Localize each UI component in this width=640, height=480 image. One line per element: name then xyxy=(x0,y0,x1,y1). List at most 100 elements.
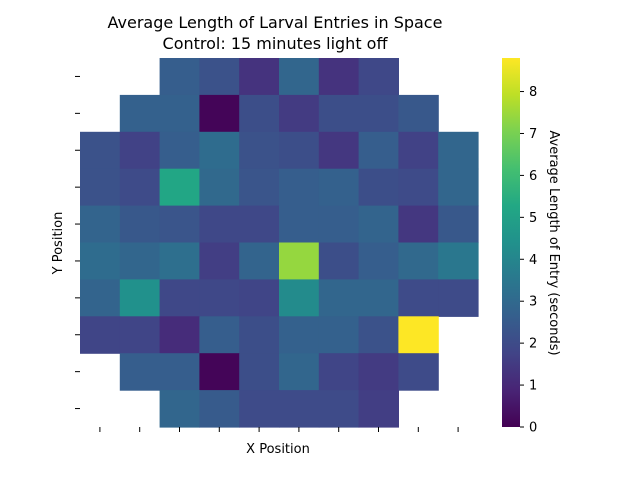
y-axis-label: Y Position xyxy=(51,212,66,276)
heatmap-cell xyxy=(199,205,240,244)
heatmap-cell xyxy=(119,279,161,317)
y-axis-ticks xyxy=(75,75,80,410)
heatmap-cell xyxy=(199,316,240,354)
x-axis-label: X Position xyxy=(246,442,310,457)
heatmap-cell xyxy=(358,242,399,280)
heatmap-cell xyxy=(80,279,121,317)
heatmap-cell xyxy=(438,205,479,244)
heatmap-cell xyxy=(119,205,161,244)
heatmap-cell xyxy=(358,168,399,207)
heatmap-cell xyxy=(398,316,439,354)
heatmap-cell xyxy=(279,131,320,170)
heatmap-cell xyxy=(398,131,439,170)
heatmap-cell xyxy=(239,94,280,133)
heatmap-cell xyxy=(318,390,360,428)
heatmap-cell xyxy=(239,58,280,96)
x-axis-ticks xyxy=(99,427,459,432)
heatmap-cell xyxy=(279,58,320,96)
heatmap-cell xyxy=(119,131,161,170)
heatmap-cell xyxy=(438,242,479,280)
heatmap-cell xyxy=(398,94,439,133)
heatmap-cell xyxy=(159,58,200,96)
colorbar-tick-label: 7 xyxy=(529,127,537,142)
heatmap-cell xyxy=(318,242,360,280)
heatmap-cell xyxy=(239,168,280,207)
heatmap-cell xyxy=(398,279,439,317)
heatmap-cell xyxy=(119,94,161,133)
heatmap-cell xyxy=(199,353,240,391)
heatmap-cell xyxy=(119,168,161,207)
heatmap-cell xyxy=(80,205,121,244)
heatmap-cell xyxy=(159,316,200,354)
heatmap-cell xyxy=(318,168,360,207)
colorbar-tick-label: 4 xyxy=(529,253,537,268)
heatmap-cell xyxy=(318,279,360,317)
heatmap-cell xyxy=(199,279,240,317)
heatmap-cell xyxy=(239,353,280,391)
heatmap-cell xyxy=(159,131,200,170)
heatmap-cell xyxy=(398,168,439,207)
heatmap-cell xyxy=(318,131,360,170)
heatmap-cell xyxy=(239,390,280,428)
chart-subtitle: Control: 15 minutes light off xyxy=(163,34,389,53)
heatmap-cell xyxy=(438,131,479,170)
heatmap-cell xyxy=(119,316,161,354)
colorbar-tick-label: 5 xyxy=(529,211,537,226)
heatmap-cell xyxy=(398,242,439,280)
heatmap-cell xyxy=(279,168,320,207)
heatmap-cell xyxy=(398,205,439,244)
heatmap-cell xyxy=(279,279,320,317)
heatmap-cell xyxy=(159,242,200,280)
heatmap-cell xyxy=(279,94,320,133)
heatmap-cell xyxy=(199,58,240,96)
heatmap-cell xyxy=(239,205,280,244)
heatmap-cell xyxy=(279,242,320,280)
colorbar-tick-label: 3 xyxy=(529,295,537,310)
colorbar-label: Average Length of Entry (seconds) xyxy=(546,130,561,355)
heatmap-cell xyxy=(239,279,280,317)
colorbar-ticks: 0 1 2 3 4 5 6 7 8 xyxy=(520,85,537,436)
heatmap-cell xyxy=(119,353,161,391)
heatmap-cell xyxy=(279,390,320,428)
heatmap-cell xyxy=(199,242,240,280)
heatmap-cell xyxy=(159,390,200,428)
heatmap-cell xyxy=(199,131,240,170)
colorbar-tick-label: 8 xyxy=(529,85,537,100)
colorbar xyxy=(502,58,520,427)
heatmap-cell xyxy=(239,316,280,354)
heatmap-cell xyxy=(398,353,439,391)
heatmap-cell xyxy=(318,58,360,96)
heatmap-cell xyxy=(80,131,121,170)
heatmap-cell xyxy=(358,205,399,244)
heatmap-cell xyxy=(80,316,121,354)
heatmap-cell xyxy=(279,316,320,354)
heatmap-cell xyxy=(438,168,479,207)
heatmap-cell xyxy=(358,58,399,96)
heatmap-cell xyxy=(279,353,320,391)
heatmap-cell xyxy=(358,131,399,170)
heatmap-cell xyxy=(159,205,200,244)
heatmap-cell xyxy=(80,242,121,280)
heatmap-cell xyxy=(159,353,200,391)
heatmap-cell xyxy=(199,94,240,133)
colorbar-tick-label: 0 xyxy=(529,421,537,436)
heatmap-cell xyxy=(119,242,161,280)
heatmap-cell xyxy=(239,131,280,170)
heatmap-cell xyxy=(318,94,360,133)
heatmap-cell xyxy=(199,390,240,428)
heatmap-cell xyxy=(80,168,121,207)
heatmap-cell xyxy=(159,168,200,207)
heatmap-cell xyxy=(318,353,360,391)
colorbar-tick-label: 6 xyxy=(529,169,537,184)
heatmap-cell xyxy=(358,390,399,428)
heatmap-cells xyxy=(80,58,479,428)
heatmap-cell xyxy=(318,316,360,354)
heatmap-cell xyxy=(199,168,240,207)
heatmap-cell xyxy=(159,94,200,133)
chart-title: Average Length of Larval Entries in Spac… xyxy=(108,13,443,32)
heatmap-cell xyxy=(318,205,360,244)
heatmap-cell xyxy=(279,205,320,244)
colorbar-tick-label: 2 xyxy=(529,337,537,352)
colorbar-tick-label: 1 xyxy=(529,379,537,394)
